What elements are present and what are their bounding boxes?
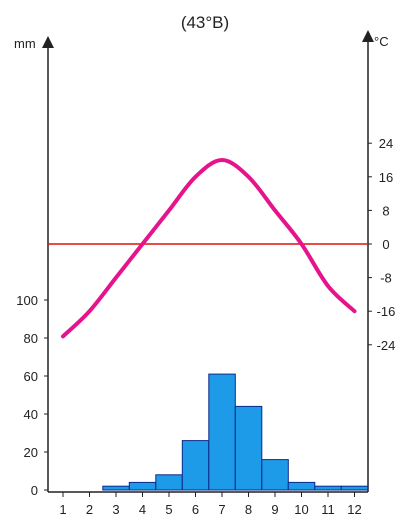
precipitation-axis-ticks: 0 20 40 60 80 100	[16, 293, 48, 498]
precipitation-tick-label: 80	[24, 331, 38, 346]
precipitation-tick-label: 20	[24, 445, 38, 460]
month-tick-label: 9	[271, 502, 278, 517]
precipitation-bar	[102, 485, 130, 491]
temperature-tick-label: 0	[382, 237, 389, 252]
precipitation-bar	[314, 485, 342, 491]
month-tick-label: 6	[192, 502, 199, 517]
temperature-tick-label: 24	[379, 136, 393, 151]
chart-title: (43°B)	[181, 13, 229, 32]
month-tick-label: 4	[139, 502, 146, 517]
temperature-unit-label: °C	[374, 34, 389, 49]
temperature-tick-label: -24	[377, 338, 396, 353]
temperature-tick-label: -8	[380, 271, 392, 286]
temperature-tick-label: 16	[379, 170, 393, 185]
precipitation-tick-label: 60	[24, 369, 38, 384]
month-tick-label: 5	[165, 502, 172, 517]
month-tick-label: 12	[347, 502, 361, 517]
month-tick-label: 11	[321, 502, 335, 517]
precipitation-bar	[287, 481, 316, 491]
precipitation-bar	[128, 481, 157, 491]
month-tick-label: 2	[86, 502, 93, 517]
precipitation-bar	[181, 440, 210, 491]
precipitation-bars	[102, 373, 369, 491]
precipitation-bar	[234, 405, 263, 491]
precipitation-bar	[261, 459, 289, 491]
temperature-line	[61, 157, 357, 339]
month-tick-label: 1	[59, 502, 66, 517]
month-tick-label: 3	[112, 502, 119, 517]
precipitation-bar	[340, 485, 369, 491]
precipitation-tick-label: 40	[24, 407, 38, 422]
temperature-tick-label: -16	[377, 304, 396, 319]
precipitation-bar	[208, 373, 236, 491]
precipitation-tick-label: 100	[16, 293, 38, 308]
precipitation-unit-label: mm	[14, 36, 36, 51]
temperature-axis-ticks: 24 16 8 0 -8 -16 -24	[368, 136, 395, 353]
temperature-tick-label: 8	[382, 203, 389, 218]
precipitation-bar	[155, 474, 183, 491]
month-tick-label: 8	[245, 502, 252, 517]
precipitation-tick-label: 0	[31, 483, 38, 498]
month-tick-label: 10	[294, 502, 308, 517]
month-axis-ticks: 1 2 3 4 5 6 7 8 9 10 11 12	[59, 492, 362, 517]
month-tick-label: 7	[218, 502, 225, 517]
